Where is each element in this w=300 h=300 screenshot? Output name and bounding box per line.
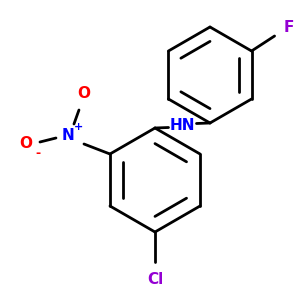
Text: +: + xyxy=(74,122,84,132)
Text: O: O xyxy=(77,86,91,101)
Text: Cl: Cl xyxy=(147,272,163,287)
Text: N: N xyxy=(61,128,74,143)
Text: O: O xyxy=(20,136,32,152)
Text: HN: HN xyxy=(170,118,195,133)
Text: -: - xyxy=(35,148,40,160)
Text: F: F xyxy=(284,20,294,35)
